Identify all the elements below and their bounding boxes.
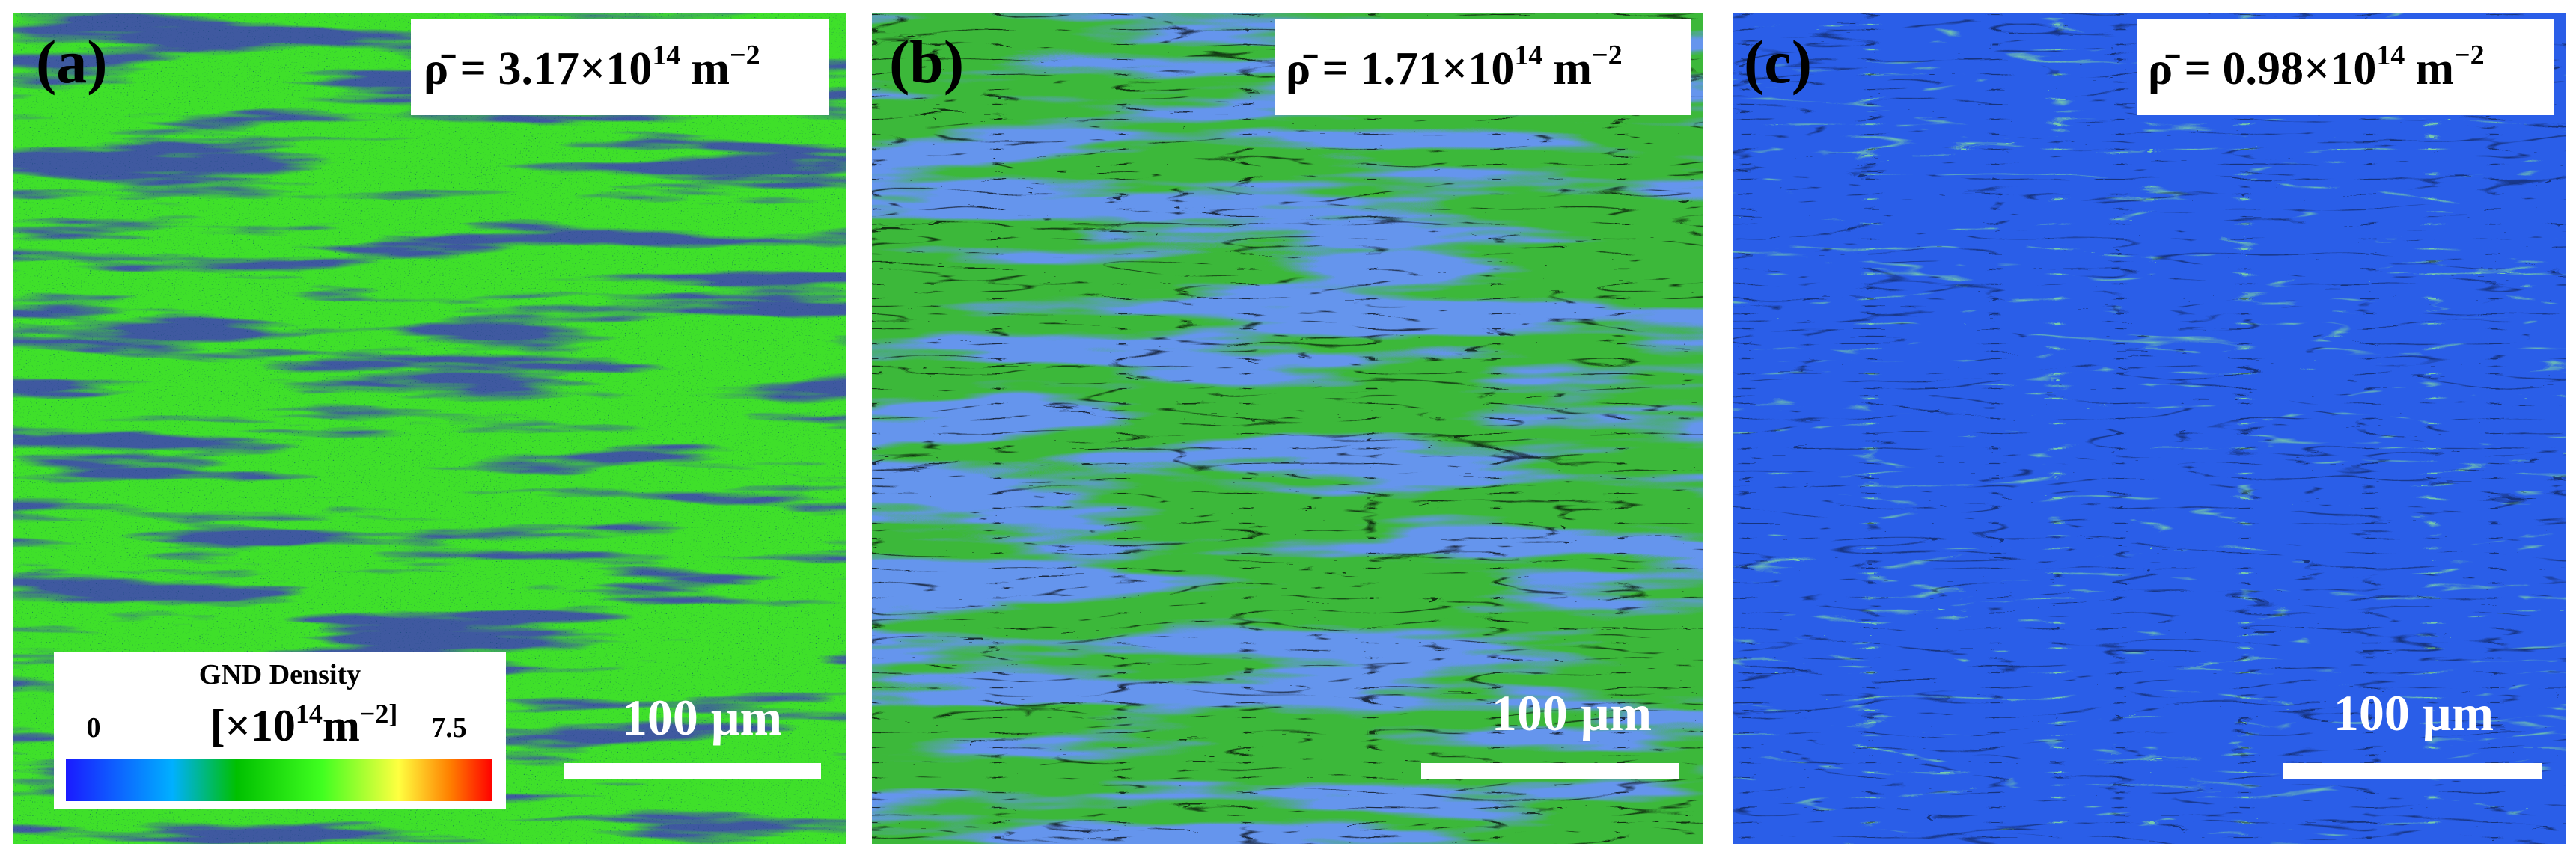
colorbar-max: 7.5 [431, 712, 467, 744]
density-text: ρ̄ = 3.17×1014 m−2 [424, 40, 760, 94]
density-value: ρ̄ = 3.17×10 [424, 43, 652, 94]
colorbar-title: GND Density [199, 659, 361, 690]
map-grain-boundaries [1733, 13, 2566, 844]
density-value: ρ̄ = 0.98×10 [2148, 43, 2376, 94]
density-box [2137, 19, 2554, 115]
scale-bar-label: 100 μm [2334, 684, 2494, 741]
scale-bar-label: 100 μm [1492, 684, 1652, 741]
colorbar-min: 0 [87, 712, 101, 744]
colorbar-gradient [66, 759, 492, 801]
density-text: ρ̄ = 1.71×1014 m−2 [1286, 40, 1623, 94]
density-exponent: 14 [1514, 40, 1542, 71]
unit-exponent: 14 [296, 699, 323, 729]
colorbar: GND Density 0 7.5 [×1014m−2] [54, 652, 506, 809]
density-box [1275, 19, 1691, 115]
density-unit-exponent: −2 [2454, 40, 2485, 71]
scale-bar [564, 763, 821, 779]
density-unit: m [1553, 43, 1592, 94]
unit-rest-exponent: −2] [360, 699, 398, 729]
colorbar-unit: [×1014m−2] [210, 699, 398, 750]
density-unit: m [691, 43, 730, 94]
density-text: ρ̄ = 0.98×1014 m−2 [2148, 40, 2485, 94]
map-grain-boundaries [872, 13, 1703, 844]
density-exponent: 14 [652, 40, 680, 71]
density-unit-exponent: −2 [1592, 40, 1623, 71]
panel-a: (a) ρ̄ = 3.17×1014 m−2 100 μm GND Density… [13, 13, 846, 844]
panel-label: (a) [36, 28, 108, 96]
panel-b: (b) ρ̄ = 1.71×1014 m−2 100 μm [872, 13, 1703, 844]
scale-bar [2283, 763, 2542, 779]
unit-text: [×10 [210, 701, 296, 750]
panel-c: (c) ρ̄ = 0.98×1014 m−2 100 μm [1733, 13, 2566, 844]
density-unit-exponent: −2 [730, 40, 760, 71]
density-value: ρ̄ = 1.71×10 [1286, 43, 1514, 94]
unit-rest: m [323, 701, 360, 750]
density-box [411, 19, 829, 115]
density-exponent: 14 [2376, 40, 2405, 71]
panel-label: (c) [1744, 28, 1812, 96]
density-unit: m [2415, 43, 2454, 94]
panel-label: (b) [889, 28, 964, 96]
scale-bar [1421, 763, 1679, 779]
scale-bar-label: 100 μm [622, 689, 782, 746]
